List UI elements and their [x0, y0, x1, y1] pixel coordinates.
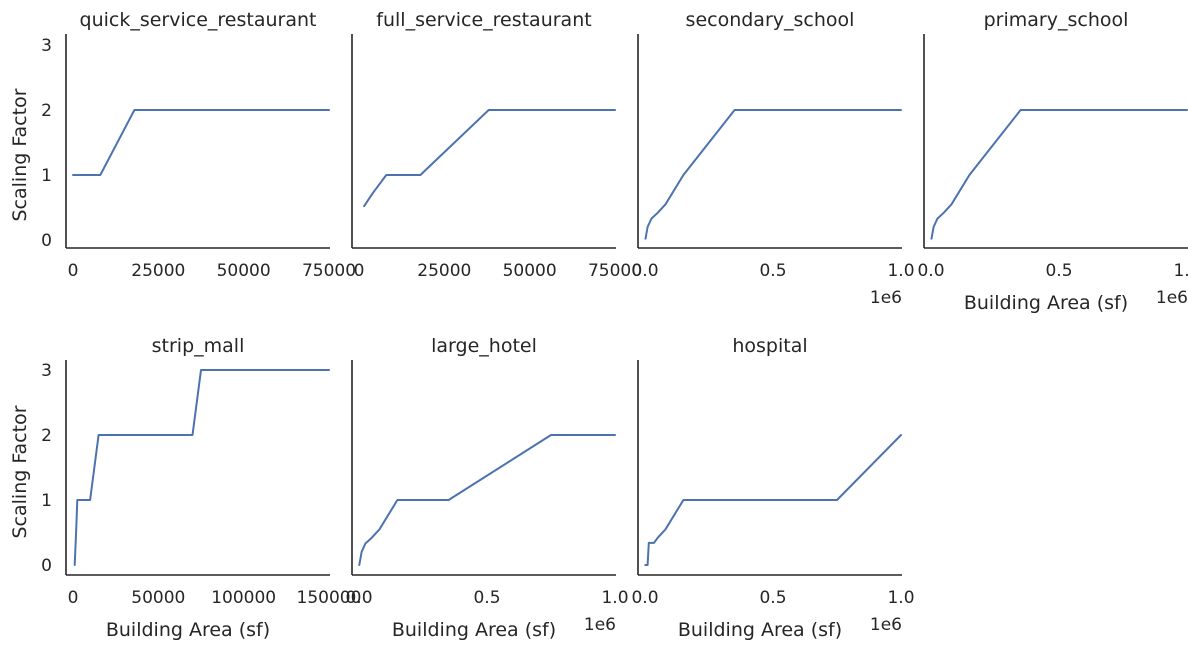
x-tick-label: 50000 [503, 261, 557, 281]
y-tick-label: 3 [41, 36, 52, 56]
y-tick-label: 1 [41, 491, 52, 511]
series-line [72, 109, 330, 176]
x-exponent-label: 1e6 [584, 615, 616, 635]
y-axis-label-row2: Scaling Factor [9, 405, 31, 538]
y-tick-label: 3 [41, 361, 52, 381]
facet-strip-mall: strip_mall 0 1 2 3 0 50000 100000 150000 Building… [41, 335, 361, 641]
x-exponent-label: 1e6 [870, 615, 902, 635]
facet-title: hospital [732, 335, 807, 357]
y-axis-label-row1: Scaling Factor [9, 88, 31, 221]
x-tick-label: 1.0 [887, 588, 914, 608]
x-tick-label: 0.0 [917, 261, 944, 281]
facet-title: secondary_school [686, 9, 855, 31]
x-axis-label: Building Area (sf) [106, 619, 270, 641]
x-tick-label: 100000 [211, 588, 276, 608]
x-tick-label: 0.0 [631, 261, 658, 281]
facet-secondary-school: secondary_school 0.0 0.5 1.0 1e6 [631, 9, 914, 308]
series-line [644, 109, 902, 240]
facet-quick-service-restaurant: quick_service_restaurant 0 1 2 3 0 25000 50000 7… [41, 9, 356, 281]
x-axis-label: Building Area (sf) [964, 292, 1128, 314]
x-tick-label: 50000 [131, 588, 185, 608]
y-tick-label: 0 [41, 231, 52, 251]
facet-primary-school: primary_school 0.0 0.5 1.0 1e6 Building Area … [917, 9, 1188, 314]
y-tick-label: 2 [41, 101, 52, 121]
facet-title: full_service_restaurant [376, 9, 591, 31]
y-tick-label: 1 [41, 166, 52, 186]
x-tick-label: 0.5 [759, 588, 786, 608]
x-axis-label: Building Area (sf) [392, 619, 556, 641]
y-tick-label: 2 [41, 426, 52, 446]
facet-title: primary_school [984, 9, 1129, 31]
x-tick-label: 0.5 [473, 588, 500, 608]
series-line [358, 434, 616, 566]
y-tick-label: 0 [41, 556, 52, 576]
x-tick-label: 25000 [131, 261, 185, 281]
x-tick-label: 0.0 [345, 588, 372, 608]
x-tick-label: 0.5 [1045, 261, 1072, 281]
x-exponent-label: 1e6 [870, 288, 902, 308]
facet-hospital: hospital 0.0 0.5 1.0 1e6 Building Area (sf) [631, 335, 914, 641]
x-tick-label: 0.5 [759, 261, 786, 281]
x-tick-label: 50000 [217, 261, 271, 281]
x-tick-label: 0 [354, 261, 365, 281]
x-tick-label: 1.0 [887, 261, 914, 281]
series-line [363, 109, 616, 208]
x-tick-label: 25000 [417, 261, 471, 281]
series-line [73, 369, 330, 566]
facet-large-hotel: large_hotel 0.0 0.5 1.0 1e6 Building Area (sf… [345, 335, 628, 641]
x-tick-label: 75000 [302, 261, 356, 281]
x-tick-label: 0 [68, 588, 79, 608]
x-tick-label: 1.0 [1173, 261, 1188, 281]
x-exponent-label: 1e6 [1156, 288, 1188, 308]
series-line [644, 434, 902, 566]
x-tick-label: 0 [68, 261, 79, 281]
x-axis-label: Building Area (sf) [678, 619, 842, 641]
series-line [930, 109, 1188, 240]
x-tick-label: 0.0 [631, 588, 658, 608]
facet-title: strip_mall [152, 335, 245, 357]
facet-grid: quick_service_restaurant 0 1 2 3 0 25000 50000 7… [41, 9, 1188, 641]
x-tick-label: 75000 [588, 261, 642, 281]
facet-title: large_hotel [431, 335, 537, 357]
x-tick-label: 1.0 [601, 588, 628, 608]
x-tick-label: 150000 [297, 588, 362, 608]
facet-full-service-restaurant: full_service_restaurant 0 25000 50000 75000 [351, 9, 642, 281]
facet-title: quick_service_restaurant [80, 9, 317, 31]
